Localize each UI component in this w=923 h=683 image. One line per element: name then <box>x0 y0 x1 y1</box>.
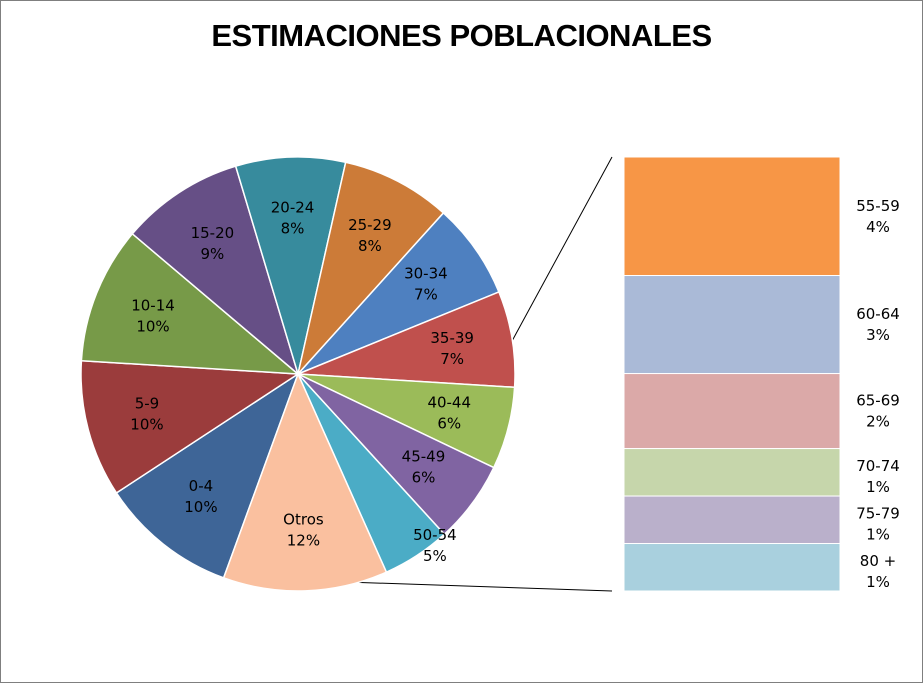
secondary-bar <box>623 156 841 592</box>
pie <box>80 156 516 592</box>
bar-segment-70-74 <box>623 448 841 497</box>
pie-slice-otros <box>222 372 388 592</box>
pie-slice-25-29 <box>296 161 445 377</box>
data-labels: 0-4 10% 5-9 10% 10-14 10% 15-20 9% 20-24 8% 25-29 8… <box>130 197 899 591</box>
pie-label-45-49: 45-49 6% <box>402 448 446 487</box>
bar-segment-65-69 <box>623 373 841 450</box>
bar-label-80-plus: 80 +1% <box>860 552 896 591</box>
pie-slice-5-9 <box>80 359 301 494</box>
chart-title: ESTIMACIONES POBLACIONALES <box>211 18 712 53</box>
bar-segment-55-59 <box>623 156 841 277</box>
bar-segment-75-79 <box>623 495 841 545</box>
pie-label-0-4: 0-4 10% <box>184 477 217 516</box>
pie-label-50-54: 50-54 5% <box>413 526 457 565</box>
pie-label-25-29: 25-29 8% <box>348 216 392 255</box>
pie-slice-0-4 <box>115 372 300 579</box>
bar-label-70-74: 70-74 1% <box>856 457 900 496</box>
pie-label-10-14: 10-14 10% <box>131 296 175 335</box>
pie-label-otros: Otros 12% <box>283 511 324 550</box>
bar-label-65-69: 65-69 2% <box>856 392 900 431</box>
pie-label-15-20: 15-20 9% <box>191 224 235 263</box>
bar-segment-60-64 <box>623 275 841 375</box>
pie-label-40-44: 40-44 6% <box>427 394 471 433</box>
pie-label-30-34: 30-34 7% <box>404 265 448 304</box>
pie-label-5-9: 5-9 10% <box>130 395 163 434</box>
bar-label-75-79: 75-79 1% <box>856 504 900 543</box>
bar-label-60-64: 60-64 3% <box>856 305 900 344</box>
pie-slice-20-24 <box>234 156 347 377</box>
bar-label-55-59: 55-59 4% <box>856 197 900 236</box>
bar-segment-80-plus <box>623 543 841 592</box>
pie-slice-10-14 <box>80 232 301 375</box>
pie-slice-15-20 <box>131 165 300 377</box>
pie-label-35-39: 35-39 7% <box>430 329 474 368</box>
pie-label-20-24: 20-24 8% <box>271 198 315 237</box>
